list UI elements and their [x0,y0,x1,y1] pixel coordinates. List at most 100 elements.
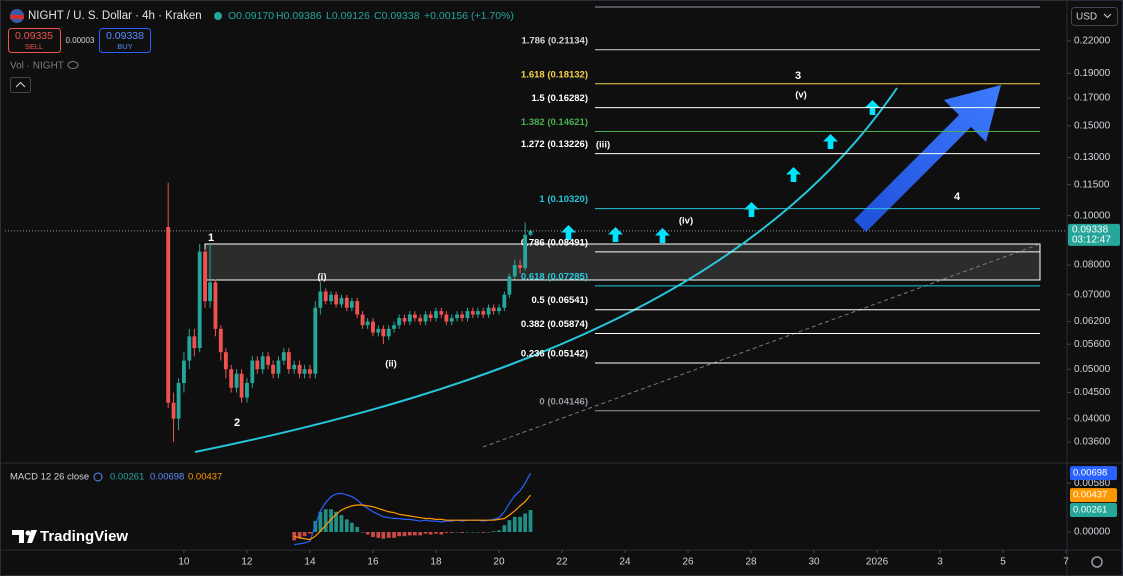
candle-body [187,336,192,361]
logo-text: TradingView [40,528,128,545]
histogram-bar [434,531,438,534]
candle-body [460,314,465,319]
candle-body [234,373,239,388]
candle-body [444,314,449,322]
histogram-bar [402,531,407,537]
y-tick-label: 0.00000 [1074,527,1111,538]
y-tick-label: 0.22000 [1074,36,1111,47]
symbol-title: NIGHT / U. S. Dollar · 4h · Kraken [28,10,202,22]
candle-body [434,311,438,319]
candle-body [182,360,186,383]
candle-body [381,328,386,337]
histogram-bar [355,526,360,532]
candle-body [486,307,491,315]
value-badge-label: 0.00698 [1073,468,1107,479]
candle-body [260,356,265,370]
y-tick-label: 0.04000 [1074,413,1111,424]
currency-button[interactable]: USD [1071,7,1118,26]
histogram-bar [470,531,475,533]
candle-body [449,318,454,322]
candle-body [250,360,255,383]
histogram-bar [476,531,480,533]
fib-label: 0.382 (0.05874) [521,319,588,330]
macd-line [294,494,531,541]
macd-legend-value: 0.00261 [110,472,144,483]
histogram-bar [407,531,412,536]
buy-button-frame[interactable] [99,28,151,53]
collapse-button[interactable] [10,77,31,93]
y-tick-label: 0.19000 [1074,68,1111,79]
histogram-bar [423,531,428,534]
histogram-bar [502,525,507,532]
dropdown-icon [1103,13,1112,19]
histogram-bar [323,509,328,532]
y-tick-label: 0.04500 [1074,387,1111,398]
big-arrow [854,85,1001,232]
candle-body [276,360,281,374]
value-badge [1070,466,1117,481]
fib-label: 1.382 (0.14621) [521,117,588,128]
logo: TradingView [12,528,128,545]
price-badge-countdown: 03:12:47 [1072,234,1111,245]
buy-button[interactable]: 0.09338 BUY [99,28,151,53]
histogram-bar [465,531,470,533]
buy-label[interactable]: BUY [117,42,132,51]
candle-body [203,251,207,302]
candle-body [512,265,517,277]
y-tick-label: 0.05000 [1074,364,1111,375]
wave-label: 4 [954,191,961,203]
histogram-bar [376,531,381,538]
y-tick-label: 0.07000 [1074,289,1111,300]
x-tick-label: 12 [241,557,253,568]
sell-button-frame[interactable] [8,28,61,53]
candle-body [371,321,375,333]
ohlc-value: C0.09338 [374,10,420,22]
candle-body [208,282,213,302]
histogram-bar [397,531,401,537]
x-tick-label: 14 [304,557,316,568]
candle-body [323,291,328,302]
histogram-bar [512,516,517,532]
sell-label[interactable]: SELL [25,42,43,51]
volume-label: Vol · NIGHT [10,61,64,72]
histogram-bar [344,519,349,532]
wave-label: (iv) [679,216,693,227]
candle-body [197,251,202,349]
y-tick-label: 0.03600 [1074,437,1111,448]
candle-body [255,360,260,370]
candle-body [171,402,176,419]
indicator-icon [93,472,103,482]
candle-body [292,364,297,370]
drawings [194,6,1041,453]
candle-body [192,336,197,349]
candle-body [281,352,286,361]
candle-body [439,311,444,315]
wave-label: (i) [318,272,327,283]
x-tick-label: 28 [745,557,757,568]
candle-body [176,382,181,419]
settings-button[interactable] [1091,556,1103,568]
sell-price[interactable]: 0.09335 [15,30,53,42]
histogram-bar [371,531,375,538]
histogram-bar [460,531,464,533]
candle-body [313,307,318,374]
x-tick-label: 20 [493,557,505,568]
buy-price[interactable]: 0.09338 [106,30,144,42]
candle-body [365,321,370,326]
currency-label[interactable]: USD [1076,12,1097,23]
candle-body [497,307,501,312]
ohlc-value: L0.09126 [326,10,370,22]
candle-body [334,294,339,305]
histogram-bar [297,531,302,538]
wave-label: 1 [208,232,214,244]
candle-body [481,311,486,315]
sell-button[interactable]: 0.09335 SELL [8,28,61,53]
fib-label: 0.236 (0.05142) [521,349,588,360]
currency-frame[interactable] [1071,7,1118,26]
candle-body [418,318,423,322]
fib-label: 0.5 (0.06541) [531,295,588,306]
wave-label: 2 [234,417,240,429]
spread: 0.00003 [66,36,95,45]
histogram-bar [486,531,491,533]
visibility-icon[interactable] [67,61,79,69]
